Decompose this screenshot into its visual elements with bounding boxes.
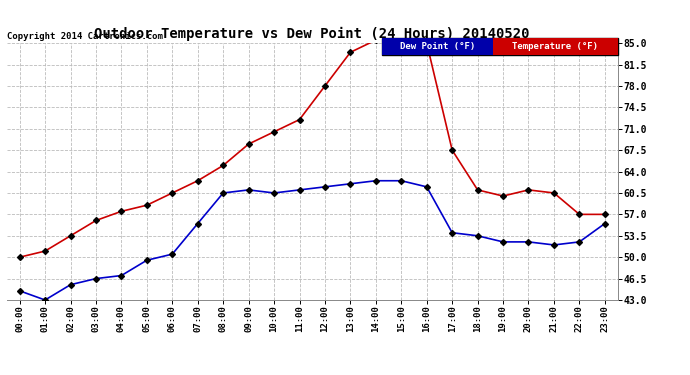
Text: Temperature (°F): Temperature (°F) bbox=[512, 42, 598, 51]
Bar bbox=[493, 38, 618, 55]
Text: Dew Point (°F): Dew Point (°F) bbox=[400, 42, 475, 51]
Title: Outdoor Temperature vs Dew Point (24 Hours) 20140520: Outdoor Temperature vs Dew Point (24 Hou… bbox=[95, 26, 530, 40]
Bar bbox=[382, 38, 618, 55]
Bar bbox=[382, 38, 493, 55]
Text: Copyright 2014 Cartronics.com: Copyright 2014 Cartronics.com bbox=[7, 32, 163, 40]
